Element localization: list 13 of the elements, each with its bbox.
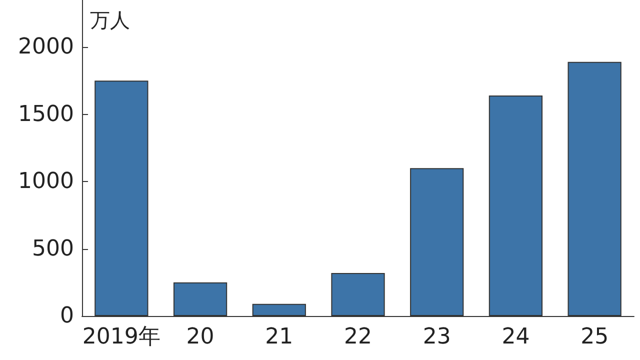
x-tick-label: 21 (265, 324, 294, 350)
y-tick-label: 500 (32, 236, 74, 262)
x-tick-label: 20 (186, 324, 214, 350)
x-tick-label: 2019年 (82, 324, 160, 350)
x-tick-label: 23 (422, 324, 451, 350)
x-tick-label: 24 (502, 324, 530, 350)
y-axis-title: 万人 (90, 8, 130, 32)
x-tick-label: 25 (580, 324, 609, 350)
y-tick-label: 1000 (18, 169, 74, 194)
y-tick-label: 0 (60, 304, 74, 328)
y-tick-label: 2000 (18, 34, 74, 60)
x-tick-label: 22 (344, 324, 372, 350)
y-tick-label: 1500 (18, 102, 74, 127)
